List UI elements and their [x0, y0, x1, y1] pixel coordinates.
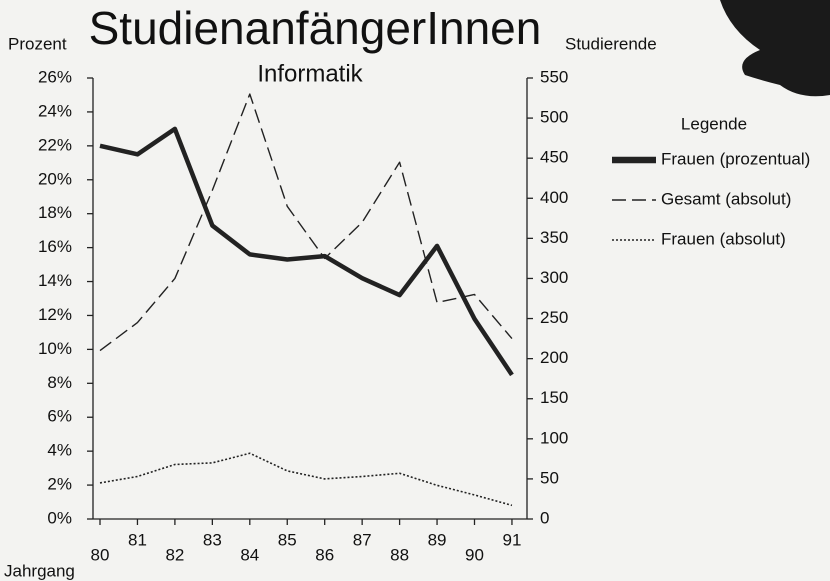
y-tick-label: 4%	[47, 441, 72, 460]
y-tick-label: 6%	[47, 407, 72, 426]
y2-tick-label: 200	[540, 348, 568, 367]
y2-tick-label: 550	[540, 67, 568, 86]
y2-tick-label: 450	[540, 148, 568, 167]
x-tick-label: 81	[128, 530, 147, 549]
y2-tick-label: 500	[540, 108, 568, 127]
x-tick-label: 85	[278, 530, 297, 549]
x-tick-label: 86	[315, 545, 334, 564]
y-tick-label: 2%	[47, 475, 72, 494]
y-axis-label: Prozent	[8, 34, 67, 53]
chart-subtitle: Informatik	[257, 60, 363, 87]
y-tick-label: 22%	[38, 135, 72, 154]
y2-tick-label: 300	[540, 268, 568, 287]
y-tick-label: 10%	[38, 339, 72, 358]
y2-tick-label: 250	[540, 308, 568, 327]
y-tick-label: 16%	[38, 237, 72, 256]
x-tick-label: 88	[390, 545, 409, 564]
legend-title: Legende	[681, 114, 747, 133]
y2-tick-label: 400	[540, 188, 568, 207]
y2-tick-label: 350	[540, 228, 568, 247]
x-tick-label: 80	[91, 545, 110, 564]
y2-axis-label: Studierende	[565, 34, 657, 53]
y2-tick-label: 100	[540, 428, 568, 447]
y2-tick-label: 0	[540, 508, 549, 527]
x-tick-label: 84	[240, 545, 259, 564]
x-axis-label: Jahrgang	[4, 561, 75, 580]
x-tick-label: 82	[165, 545, 184, 564]
chart: StudienanfängerInnen Informatik Prozent …	[0, 0, 830, 581]
y-tick-label: 20%	[38, 169, 72, 188]
legend-label: Gesamt (absolut)	[661, 189, 791, 208]
y2-tick-label: 50	[540, 468, 559, 487]
chart-title: StudienanfängerInnen	[89, 2, 542, 54]
y-tick-label: 14%	[38, 271, 72, 290]
y-tick-label: 24%	[38, 101, 72, 120]
y-tick-label: 26%	[38, 67, 72, 86]
x-tick-label: 83	[203, 530, 222, 549]
y2-tick-label: 150	[540, 388, 568, 407]
y-tick-label: 18%	[38, 203, 72, 222]
x-tick-label: 91	[502, 530, 521, 549]
x-tick-label: 87	[353, 530, 372, 549]
legend-label: Frauen (prozentual)	[661, 149, 810, 168]
y-tick-label: 0%	[47, 508, 72, 527]
x-tick-label: 89	[428, 530, 447, 549]
x-tick-label: 90	[465, 545, 484, 564]
background	[0, 0, 830, 581]
y-tick-label: 8%	[47, 373, 72, 392]
y-tick-label: 12%	[38, 305, 72, 324]
legend-label: Frauen (absolut)	[661, 229, 786, 248]
